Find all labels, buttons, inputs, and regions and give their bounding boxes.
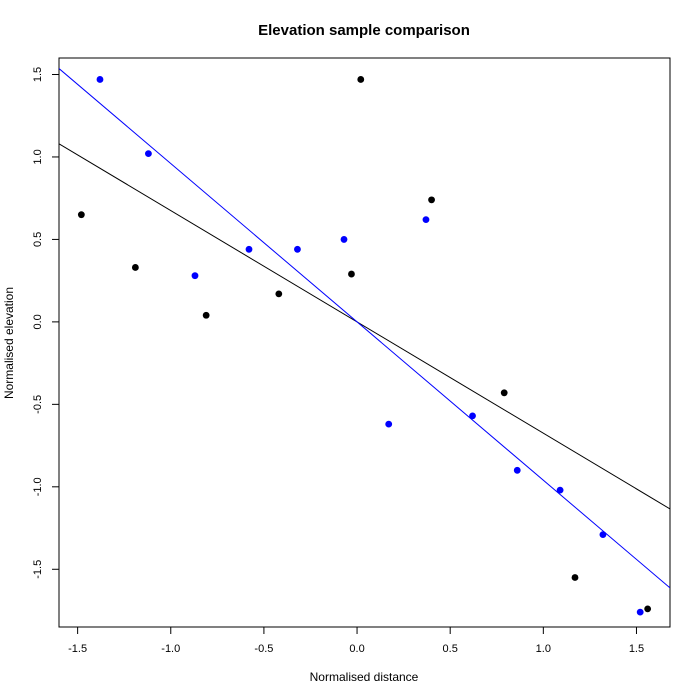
data-point-series-2 bbox=[96, 76, 104, 83]
x-tick-label: -1.5 bbox=[68, 643, 87, 655]
y-tick-label: -1.0 bbox=[32, 477, 44, 496]
x-tick-label: 0.5 bbox=[443, 643, 458, 655]
data-point-series-2 bbox=[294, 245, 301, 253]
data-point-series-2 bbox=[422, 216, 430, 224]
plot-frame bbox=[58, 57, 671, 628]
data-point-series-1 bbox=[571, 574, 579, 581]
data-point-series-2 bbox=[191, 272, 199, 280]
y-tick-label: -1.5 bbox=[32, 560, 44, 579]
y-tick-label: 0.0 bbox=[32, 314, 44, 329]
x-tick-label: 0.0 bbox=[349, 643, 364, 655]
data-point-series-2 bbox=[469, 412, 476, 420]
fit-line-series-2 bbox=[59, 68, 670, 589]
x-tick-label: 1.0 bbox=[536, 643, 551, 655]
data-point-series-1 bbox=[348, 270, 355, 278]
y-tick-label: -0.5 bbox=[32, 395, 44, 414]
data-point-series-1 bbox=[500, 389, 508, 397]
plot-area: -1.5 -1.0 -0.5 0.0 0.5 1.0 1.5 -1.5 -1.0 -0.5 0.0 0… bbox=[32, 57, 671, 655]
x-tick-label: -1.0 bbox=[161, 643, 180, 655]
data-point-series-2 bbox=[245, 245, 253, 253]
x-axis-label: Normalised distance bbox=[310, 670, 419, 684]
data-point-series-2 bbox=[340, 236, 348, 243]
data-point-series-2 bbox=[599, 531, 607, 539]
data-point-series-2 bbox=[145, 150, 152, 158]
y-tick-label: 1.0 bbox=[32, 149, 44, 164]
data-point-series-2 bbox=[385, 420, 393, 428]
data-point-series-1 bbox=[275, 290, 283, 298]
fit-line-series-1 bbox=[59, 143, 670, 510]
data-point-series-2 bbox=[636, 608, 644, 616]
data-point-series-1 bbox=[202, 311, 210, 319]
chart-title: Elevation sample comparison bbox=[258, 22, 470, 39]
data-point-series-1 bbox=[131, 264, 139, 271]
data-point-series-2 bbox=[513, 466, 521, 474]
data-point-series-1 bbox=[357, 76, 365, 83]
y-axis-label: Normalised elevation bbox=[2, 287, 16, 399]
y-tick-label: 1.5 bbox=[32, 67, 44, 82]
data-point-series-1 bbox=[428, 196, 435, 204]
x-tick-label: 1.5 bbox=[629, 643, 644, 655]
y-tick-label: 0.5 bbox=[32, 232, 44, 247]
data-point-series-1 bbox=[77, 211, 85, 219]
data-point-series-2 bbox=[556, 486, 564, 494]
x-tick-label: -0.5 bbox=[254, 643, 273, 655]
data-point-series-1 bbox=[644, 605, 652, 613]
